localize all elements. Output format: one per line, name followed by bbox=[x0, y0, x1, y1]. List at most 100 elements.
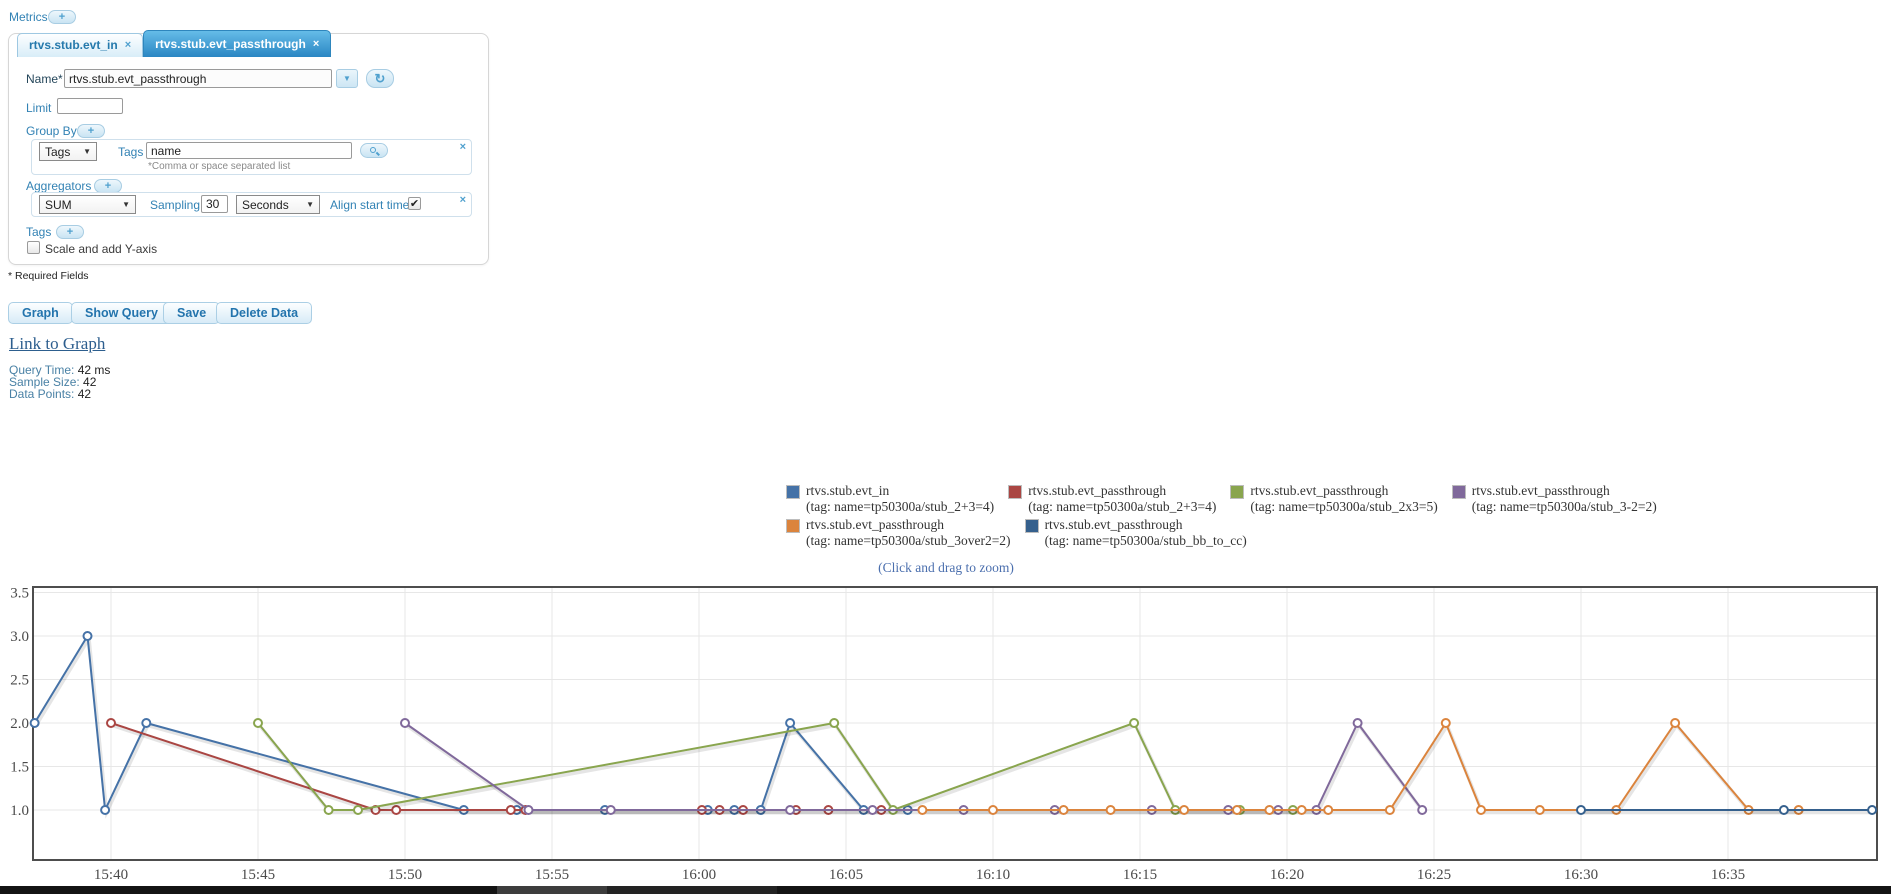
y-axis-tick-label: 3.5 bbox=[10, 586, 29, 602]
tab-label: rtvs.stub.evt_passthrough bbox=[155, 37, 306, 51]
x-axis-tick-label: 16:20 bbox=[1270, 867, 1304, 883]
link-to-graph[interactable]: Link to Graph bbox=[9, 334, 106, 353]
close-tab-icon[interactable]: × bbox=[124, 39, 132, 51]
align-start-time-label: Align start time bbox=[330, 198, 410, 212]
legend-swatch bbox=[1024, 519, 1039, 534]
add-metric-button[interactable]: + bbox=[48, 10, 76, 24]
legend-item: rtvs.stub.evt_passthrough (tag: name=tp50… bbox=[1230, 483, 1438, 514]
data-point-marker bbox=[1352, 718, 1363, 728]
legend-item: rtvs.stub.evt_passthrough (tag: name=tp50… bbox=[1451, 483, 1657, 514]
y-axis-tick-label: 1.0 bbox=[10, 803, 29, 819]
data-point-marker bbox=[1179, 805, 1190, 815]
data-point-marker bbox=[391, 805, 402, 815]
refresh-metric-button[interactable]: ↻ bbox=[366, 69, 394, 88]
add-group-by-button[interactable]: + bbox=[77, 124, 105, 138]
tab-label: rtvs.stub.evt_in bbox=[29, 38, 118, 52]
scale-yaxis-checkbox[interactable] bbox=[27, 241, 40, 254]
close-tab-icon[interactable]: × bbox=[312, 38, 320, 50]
data-point-marker bbox=[1105, 805, 1116, 815]
x-axis-tick-label: 16:30 bbox=[1564, 867, 1598, 883]
legend-series-name: rtvs.stub.evt_passthrough bbox=[1044, 517, 1183, 533]
data-point-marker bbox=[141, 718, 152, 728]
series-shadow bbox=[405, 722, 1426, 815]
add-tag-button[interactable]: + bbox=[56, 225, 84, 239]
data-point-marker bbox=[1867, 805, 1878, 815]
data-point-marker bbox=[1417, 805, 1428, 815]
legend-series-name: rtvs.stub.evt_in bbox=[806, 483, 890, 498]
add-aggregator-button[interactable]: + bbox=[94, 179, 122, 193]
data-point-marker bbox=[353, 805, 363, 815]
search-tags-button[interactable] bbox=[360, 143, 388, 158]
data-point-marker bbox=[523, 805, 534, 815]
series-shadow bbox=[34, 633, 910, 819]
data-point-marker bbox=[1129, 718, 1140, 728]
sampling-unit-select[interactable]: Seconds ▼ bbox=[236, 195, 320, 214]
show-query-button[interactable]: Show Query bbox=[71, 302, 172, 324]
refresh-icon: ↻ bbox=[374, 71, 386, 86]
sampling-label: Sampling bbox=[150, 198, 201, 212]
data-point-marker bbox=[100, 805, 111, 815]
data-point-marker bbox=[605, 805, 616, 815]
group-by-tags-input[interactable] bbox=[146, 142, 352, 159]
x-axis-tick-label: 15:40 bbox=[94, 867, 128, 883]
data-point-marker bbox=[1058, 805, 1069, 815]
remove-aggregator-icon[interactable]: × bbox=[459, 194, 466, 206]
legend-series-name: rtvs.stub.evt_passthrough bbox=[1028, 483, 1167, 498]
data-point-marker bbox=[1296, 805, 1307, 815]
graph-button[interactable]: Graph bbox=[8, 302, 73, 324]
name-dropdown-button[interactable]: ▼ bbox=[336, 69, 358, 88]
data-point-marker bbox=[1534, 805, 1545, 815]
delete-data-button[interactable]: Delete Data bbox=[216, 302, 313, 324]
tab-evt-in[interactable]: rtvs.stub.evt_in × bbox=[17, 33, 144, 57]
legend-series-tag: (tag: name=tp50300a/stub_2x3=5) bbox=[1250, 498, 1438, 514]
chevron-down-icon: ▼ bbox=[306, 200, 314, 209]
save-button[interactable]: Save bbox=[163, 302, 221, 324]
x-axis-tick-label: 16:35 bbox=[1711, 867, 1745, 883]
align-start-checkbox[interactable]: ✔ bbox=[408, 197, 421, 210]
x-axis-tick-label: 16:00 bbox=[682, 867, 716, 883]
data-point-marker bbox=[1670, 718, 1681, 728]
y-axis-tick-label: 2.5 bbox=[10, 673, 29, 689]
legend-swatch bbox=[786, 519, 800, 534]
metrics-section-label: Metrics bbox=[9, 10, 48, 24]
data-point-marker bbox=[1576, 805, 1586, 815]
data-point-marker bbox=[253, 718, 263, 728]
y-axis-tick-label: 1.5 bbox=[10, 760, 29, 776]
data-point-marker bbox=[29, 718, 40, 728]
x-axis-tick-label: 16:10 bbox=[976, 867, 1010, 883]
metric-name-input[interactable] bbox=[64, 69, 332, 88]
chart-svg[interactable]: 15:40 15:45 15:50 15:55 16:00 16:05 16:10 16:15… bbox=[0, 583, 1891, 886]
legend-swatch bbox=[1230, 485, 1245, 499]
tags-section-label: Tags bbox=[26, 225, 52, 239]
limit-label: Limit bbox=[26, 101, 52, 115]
search-icon bbox=[370, 146, 380, 156]
required-fields-note: * Required Fields bbox=[8, 270, 89, 282]
series-shadow bbox=[923, 721, 1801, 815]
data-point-marker bbox=[400, 718, 410, 728]
group-by-type-select[interactable]: Tags ▼ bbox=[39, 142, 97, 161]
sample-size-stat: Sample Size: 42 bbox=[9, 375, 97, 389]
data-point-marker bbox=[988, 805, 998, 815]
x-axis-tick-label: 16:05 bbox=[829, 867, 863, 883]
data-point-marker bbox=[1323, 805, 1334, 815]
data-point-marker bbox=[829, 718, 840, 728]
legend-swatch bbox=[786, 485, 800, 499]
data-point-marker bbox=[917, 805, 928, 815]
legend-swatch bbox=[1008, 485, 1023, 499]
limit-input[interactable] bbox=[57, 98, 123, 114]
data-point-marker bbox=[1440, 718, 1451, 728]
legend-series-tag: (tag: name=tp50300a/stub_2+3=4) bbox=[806, 498, 995, 514]
tab-evt-passthrough[interactable]: rtvs.stub.evt_passthrough × bbox=[143, 30, 332, 57]
data-point-marker bbox=[323, 805, 334, 815]
aggregator-select[interactable]: SUM ▼ bbox=[39, 195, 136, 214]
legend-series-name: rtvs.stub.evt_passthrough bbox=[1471, 483, 1610, 498]
x-axis-tick-label: 15:45 bbox=[241, 867, 275, 883]
tags-helper-text: *Comma or space separated list bbox=[148, 161, 291, 172]
remove-group-by-icon[interactable]: × bbox=[459, 141, 466, 153]
data-point-marker bbox=[1384, 805, 1395, 815]
y-axis-tick-label: 3.0 bbox=[10, 629, 29, 645]
sampling-value-input[interactable] bbox=[201, 195, 228, 213]
legend-series-tag: (tag: name=tp50300a/stub_bb_to_cc) bbox=[1044, 532, 1247, 548]
data-point-marker bbox=[505, 805, 516, 815]
name-label: Name* bbox=[26, 72, 63, 86]
